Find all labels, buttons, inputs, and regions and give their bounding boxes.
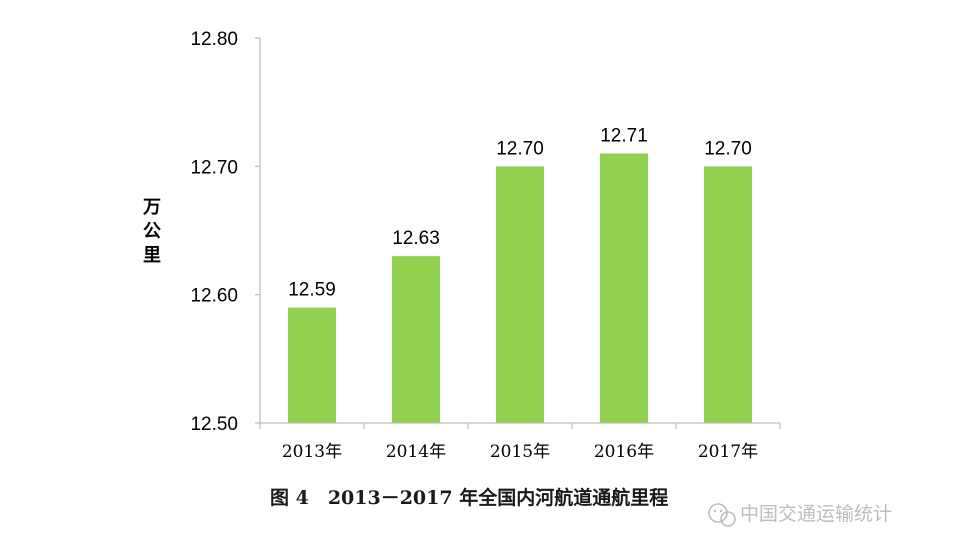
y-axis-title: 万公里 — [142, 197, 161, 266]
y-tick-label: 12.50 — [190, 414, 238, 435]
data-label: 12.71 — [600, 126, 648, 147]
x-axis-ticks — [259, 423, 781, 429]
x-tick-label: 2017年 — [698, 442, 758, 462]
data-label: 12.59 — [288, 280, 336, 301]
y-tick-label: 12.60 — [190, 286, 238, 307]
data-label: 12.70 — [496, 138, 544, 159]
bar — [496, 166, 544, 424]
x-tick-label: 2015年 — [490, 442, 550, 462]
x-axis-labels: 2013年 2014年 2015年 2016年 2017年 — [282, 442, 758, 462]
watermark-text: 中国交通运输统计 — [740, 503, 892, 525]
watermark: 中国交通运输统计 — [708, 503, 892, 527]
x-tick-label: 2013年 — [282, 442, 342, 462]
wechat-icon — [708, 503, 736, 527]
bar — [392, 256, 440, 423]
data-label: 12.70 — [704, 138, 752, 159]
y-axis-ticks: 12.50 12.60 12.70 12.80 — [190, 29, 260, 435]
data-labels: 12.59 12.63 12.70 12.71 12.70 — [288, 126, 752, 301]
x-tick-label: 2016年 — [594, 442, 654, 462]
bar — [288, 307, 336, 423]
y-axis-title-char: 公 — [143, 221, 161, 242]
bar — [704, 166, 752, 424]
bars — [288, 153, 752, 424]
bar — [600, 153, 648, 423]
y-axis-title-char: 万 — [142, 197, 161, 218]
x-tick-label: 2014年 — [386, 442, 446, 462]
y-tick-label: 12.80 — [190, 29, 238, 50]
data-label: 12.63 — [392, 228, 440, 249]
y-axis-title-char: 里 — [143, 245, 161, 266]
figure-caption: 图 4 2013－2017 年全国内河航道通航里程 — [270, 486, 668, 509]
y-tick-label: 12.70 — [190, 157, 238, 178]
